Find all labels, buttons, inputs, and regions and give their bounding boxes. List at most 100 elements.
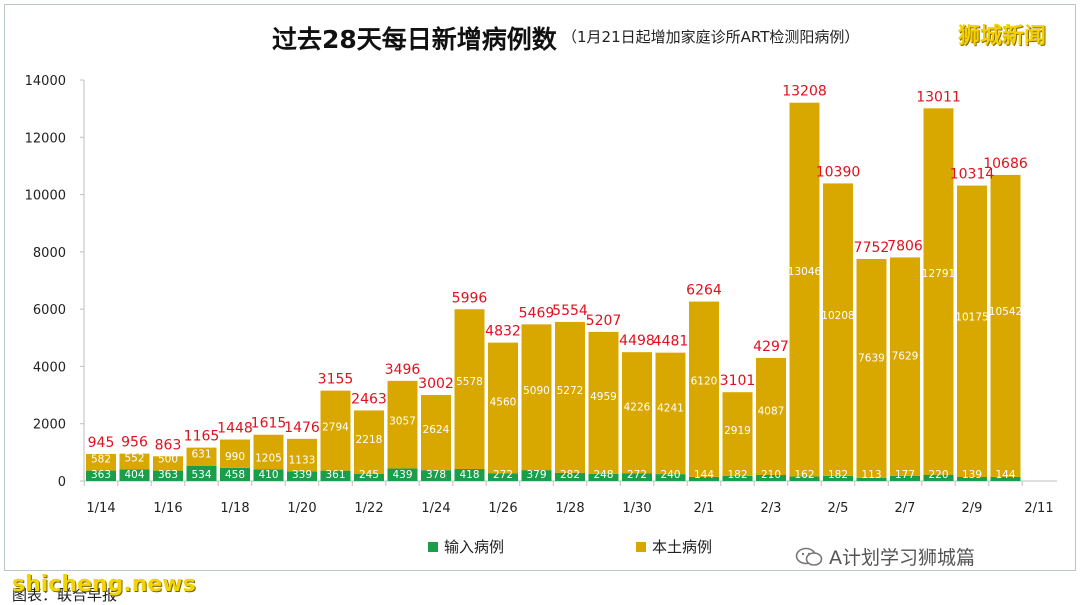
- wechat-account: A计划学习狮城篇: [795, 543, 975, 570]
- data-label-total: 2463: [351, 391, 387, 407]
- legend-swatch-imported: [428, 541, 438, 552]
- x-tick-label: 2/11: [1024, 501, 1053, 516]
- data-label-local: 2919: [724, 425, 751, 437]
- data-label-total: 1165: [184, 429, 220, 445]
- bar-local: [86, 453, 116, 471]
- bar-local: [421, 395, 451, 471]
- bar-local: [722, 392, 753, 476]
- data-label-imported: 363: [91, 469, 111, 481]
- bar-local: [990, 174, 1021, 477]
- data-label-total: 5554: [552, 303, 588, 319]
- wechat-icon: [795, 547, 823, 566]
- bar-imported: [421, 470, 451, 481]
- data-label-local: 4087: [758, 406, 785, 418]
- bar-local: [689, 301, 719, 477]
- bar-local: [153, 456, 183, 471]
- data-label-local: 2624: [423, 424, 450, 436]
- data-label-local: 7629: [892, 351, 919, 363]
- y-tick-label: 2000: [33, 418, 66, 433]
- bar-imported: [488, 473, 518, 481]
- bar-local: [287, 438, 317, 472]
- data-label-total: 3002: [418, 376, 454, 392]
- data-label-total: 3155: [318, 372, 354, 388]
- legend-label-imported: 输入病例: [444, 538, 505, 556]
- data-label-local: 5578: [456, 376, 483, 388]
- data-label-local: 500: [158, 454, 178, 466]
- data-label-imported: 220: [928, 469, 948, 481]
- bar-local: [923, 108, 954, 475]
- data-label-total: 1448: [217, 421, 253, 437]
- bar-imported: [119, 469, 150, 481]
- data-label-imported: 439: [392, 469, 412, 481]
- data-label-imported: 144: [694, 469, 714, 481]
- bar-local: [823, 183, 853, 476]
- data-label-total: 13011: [916, 89, 961, 105]
- y-tick-label: 12000: [25, 131, 66, 146]
- data-label-imported: 272: [493, 469, 513, 481]
- data-label-local: 7639: [858, 352, 885, 364]
- x-tick-label: 1/20: [287, 501, 316, 516]
- data-label-local: 631: [191, 449, 211, 461]
- brand-logo: 狮城新闻: [958, 24, 1047, 49]
- bar-imported: [689, 476, 719, 481]
- data-label-local: 5090: [523, 385, 550, 397]
- wechat-account-name: A计划学习狮城篇: [829, 547, 975, 569]
- data-label-total: 4498: [619, 333, 655, 349]
- bar-imported: [153, 470, 183, 481]
- y-tick-label: 8000: [33, 246, 66, 261]
- data-label-total: 3496: [385, 362, 421, 378]
- bar-imported: [823, 475, 853, 481]
- data-label-local: 2794: [322, 422, 349, 434]
- data-label-total: 10390: [816, 164, 861, 180]
- x-tick-label: 1/16: [153, 501, 182, 516]
- bar-local: [756, 357, 786, 475]
- y-tick-label: 4000: [33, 360, 66, 375]
- bar-imported: [454, 469, 485, 481]
- data-label-local: 4560: [490, 396, 517, 408]
- stacked-bar-chart: 0 2000 4000 6000 8000 10000 12000 14000 1/14 1/16…: [25, 74, 1057, 516]
- data-label-imported: 378: [426, 469, 446, 481]
- data-label-imported: 410: [258, 469, 278, 481]
- bar-local: [588, 331, 619, 474]
- data-label-imported: 282: [560, 469, 580, 481]
- data-label-local: 10542: [989, 306, 1022, 318]
- y-tick-label: 6000: [33, 303, 66, 318]
- bar-local: [220, 439, 250, 468]
- legend-imported: 输入病例: [428, 536, 504, 557]
- bar-local: [622, 352, 652, 474]
- data-label-imported: 162: [794, 469, 814, 481]
- data-label-total: 1615: [251, 416, 287, 432]
- bar-local: [186, 447, 217, 466]
- bar-local: [253, 434, 284, 470]
- data-label-total: 1476: [284, 420, 320, 436]
- data-label-local: 10208: [821, 310, 854, 322]
- bar-imported: [555, 472, 585, 481]
- legend-swatch-local: [636, 541, 646, 552]
- bar-imported: [622, 473, 652, 481]
- bar-imported: [354, 473, 384, 481]
- data-label-imported: 113: [861, 469, 881, 481]
- x-tick-label: 1/22: [354, 501, 383, 516]
- bar-imported: [387, 468, 418, 481]
- y-tick-label: 10000: [25, 189, 66, 204]
- bar-local: [488, 342, 518, 474]
- x-tick-label: 1/30: [622, 501, 651, 516]
- data-label-total: 4481: [653, 334, 689, 350]
- bar-local: [354, 410, 384, 474]
- chart-subtitle: （1月21日起增加家庭诊所ART检测阳病例）: [562, 28, 860, 46]
- data-label-imported: 361: [325, 469, 345, 481]
- data-label-total: 3101: [720, 373, 756, 389]
- bar-imported: [521, 470, 552, 481]
- data-label-local: 13046: [788, 266, 822, 278]
- data-label-total: 4832: [485, 324, 521, 340]
- data-label-local: 6120: [691, 375, 718, 387]
- x-tick-label: 2/5: [828, 501, 849, 516]
- bar-imported: [320, 470, 351, 481]
- bar-imported: [588, 473, 619, 481]
- x-tick-label: 1/14: [86, 501, 115, 516]
- bar-imported: [756, 474, 786, 481]
- data-label-total: 10686: [983, 156, 1028, 172]
- data-label-local: 5272: [557, 385, 584, 397]
- bar-local: [521, 324, 552, 471]
- data-label-imported: 404: [124, 469, 144, 481]
